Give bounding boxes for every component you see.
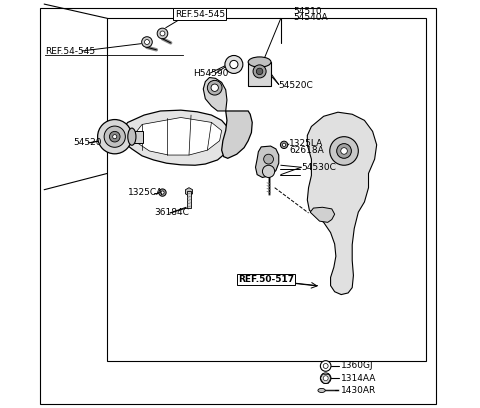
Circle shape — [160, 31, 165, 36]
Circle shape — [142, 37, 152, 47]
Text: REF.54-545: REF.54-545 — [175, 10, 225, 19]
Circle shape — [282, 143, 286, 146]
Circle shape — [323, 364, 328, 368]
Text: 62618A: 62618A — [289, 146, 324, 155]
Circle shape — [341, 148, 348, 154]
Polygon shape — [135, 118, 222, 155]
Text: 54520: 54520 — [73, 138, 102, 147]
Text: 1325CA: 1325CA — [128, 188, 163, 197]
Text: 1325LA: 1325LA — [289, 139, 323, 148]
Circle shape — [336, 144, 351, 158]
Circle shape — [230, 60, 238, 69]
Text: 1360GJ: 1360GJ — [341, 361, 374, 370]
Bar — [248, 62, 271, 86]
Polygon shape — [255, 146, 279, 177]
Ellipse shape — [318, 388, 325, 392]
Text: 54530C: 54530C — [301, 163, 336, 172]
Circle shape — [330, 137, 359, 165]
Bar — [131, 131, 144, 143]
Circle shape — [211, 84, 218, 91]
Circle shape — [159, 189, 166, 196]
Circle shape — [256, 68, 263, 75]
Text: 36184C: 36184C — [155, 208, 189, 217]
Polygon shape — [185, 188, 192, 196]
Circle shape — [323, 376, 328, 381]
Circle shape — [144, 40, 149, 44]
Polygon shape — [120, 110, 231, 165]
Text: REF.50-517: REF.50-517 — [238, 275, 294, 284]
Circle shape — [320, 361, 331, 371]
Ellipse shape — [248, 57, 271, 67]
Circle shape — [264, 154, 274, 164]
Polygon shape — [307, 112, 377, 295]
Circle shape — [109, 131, 120, 142]
Text: REF.54-545: REF.54-545 — [45, 47, 95, 55]
Ellipse shape — [128, 128, 136, 145]
Circle shape — [225, 55, 243, 73]
Circle shape — [161, 191, 164, 194]
Text: 1314AA: 1314AA — [341, 374, 376, 383]
Circle shape — [207, 80, 222, 95]
Text: 54520C: 54520C — [279, 81, 313, 90]
Circle shape — [104, 126, 125, 147]
Circle shape — [253, 65, 266, 78]
Text: 54510: 54510 — [293, 7, 322, 16]
Polygon shape — [310, 207, 335, 222]
Text: H54590: H54590 — [193, 69, 228, 78]
Polygon shape — [204, 78, 227, 111]
Bar — [108, 18, 426, 361]
Text: 54540A: 54540A — [293, 13, 328, 22]
Circle shape — [157, 28, 168, 39]
Circle shape — [97, 120, 132, 154]
Bar — [187, 191, 191, 208]
Circle shape — [113, 135, 117, 139]
Polygon shape — [222, 111, 252, 158]
Text: 1430AR: 1430AR — [341, 386, 376, 395]
Circle shape — [320, 373, 331, 384]
Circle shape — [263, 165, 275, 177]
Circle shape — [280, 141, 288, 149]
